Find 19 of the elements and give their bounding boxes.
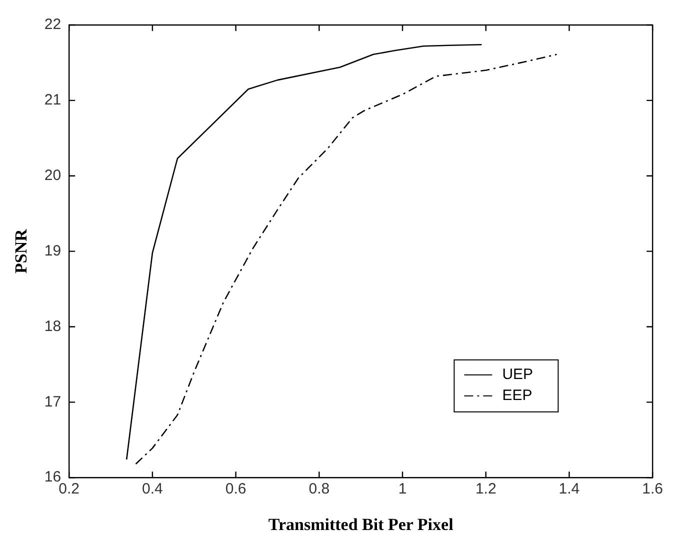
y-tick-label: 19 [44,242,62,260]
x-tick-label: 0.8 [308,480,330,498]
x-tick-label: 1.6 [642,480,664,498]
legend-label: EEP [502,387,532,404]
x-tick-label: 1.2 [475,480,496,498]
y-tick-label: 17 [44,393,62,410]
y-tick-label: 21 [44,92,62,109]
x-tick-label: 0.4 [142,480,163,498]
x-tick-label: 0.6 [225,480,246,498]
x-axis-title: Transmitted Bit Per Pixel [268,515,454,534]
y-tick-label: 18 [44,318,62,335]
y-tick-label: 20 [44,167,62,184]
line-series [135,54,558,465]
x-tick-label: 0.2 [58,480,80,498]
x-tick-label: 1 [398,480,407,498]
y-axis-title: PSNR [12,228,31,274]
x-tick-label: 1.4 [558,480,580,498]
y-tick-label: 22 [44,16,62,34]
legend-label: UEP [502,366,534,384]
